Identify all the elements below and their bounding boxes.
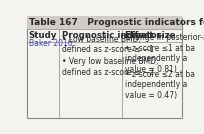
Text: Change in posterior-ar: Change in posterior-ar — [125, 33, 204, 42]
Text: Effect size: Effect size — [125, 31, 176, 40]
Text: Baker 2016: Baker 2016 — [29, 39, 72, 48]
Text: • Very low baseline BMD,
defined as z-score ≤ −2: • Very low baseline BMD, defined as z-sc… — [62, 57, 158, 77]
Text: Table 167   Prognostic indicators for bone mineral density: Table 167 Prognostic indicators for bone… — [29, 18, 204, 27]
Text: • z-score ≤1 at ba
independently a
value = 0.81): • z-score ≤1 at ba independently a value… — [125, 44, 195, 74]
Text: • Low baseline BMD,
defined as z-score ≤ −1: • Low baseline BMD, defined as z-score ≤… — [62, 35, 154, 54]
Text: Study: Study — [29, 31, 57, 40]
Text: Prognostic indicator: Prognostic indicator — [62, 31, 161, 40]
Text: • z-score ≤2 at ba
independently a
value = 0.47): • z-score ≤2 at ba independently a value… — [125, 70, 195, 100]
Bar — [27, 16, 182, 29]
